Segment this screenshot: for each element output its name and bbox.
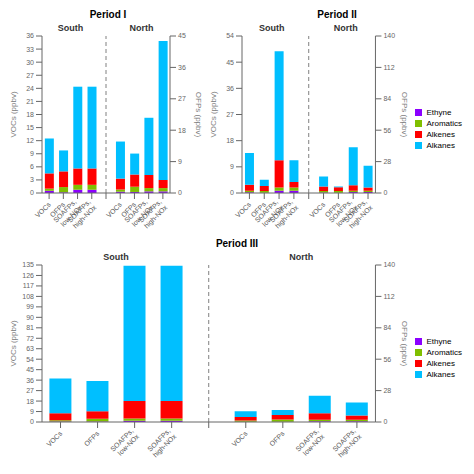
svg-text:OFPs: OFPs bbox=[268, 430, 286, 448]
svg-text:72: 72 bbox=[26, 335, 34, 342]
svg-text:84: 84 bbox=[383, 324, 391, 331]
svg-text:VOCs: VOCs bbox=[230, 430, 249, 449]
svg-text:VOCs: VOCs bbox=[308, 201, 327, 220]
svg-text:18: 18 bbox=[178, 127, 186, 134]
svg-text:SOAFPs,high-NOx: SOAFPs,high-NOx bbox=[66, 198, 99, 231]
svg-text:9: 9 bbox=[230, 163, 234, 170]
svg-text:135: 135 bbox=[22, 261, 34, 268]
svg-text:28: 28 bbox=[383, 158, 391, 165]
svg-text:12: 12 bbox=[26, 137, 34, 144]
svg-text:63: 63 bbox=[26, 345, 34, 352]
svg-text:21: 21 bbox=[26, 98, 34, 105]
svg-text:SOAFPs,high-NOx: SOAFPs,high-NOx bbox=[268, 198, 301, 231]
svg-text:South: South bbox=[259, 23, 285, 33]
svg-text:36: 36 bbox=[178, 64, 186, 71]
svg-text:27: 27 bbox=[26, 387, 34, 394]
svg-text:108: 108 bbox=[22, 293, 34, 300]
svg-text:6: 6 bbox=[30, 163, 34, 170]
svg-text:24: 24 bbox=[26, 85, 34, 92]
svg-text:112: 112 bbox=[383, 293, 394, 300]
svg-text:SOAFPs,high-NOx: SOAFPs,high-NOx bbox=[137, 198, 170, 231]
svg-text:0: 0 bbox=[230, 189, 234, 196]
svg-text:VOCs: VOCs bbox=[34, 201, 53, 220]
svg-text:9: 9 bbox=[30, 408, 34, 415]
svg-text:36: 36 bbox=[26, 32, 34, 39]
svg-text:18: 18 bbox=[26, 398, 34, 405]
svg-text:18: 18 bbox=[26, 111, 34, 118]
svg-text:North: North bbox=[130, 23, 154, 33]
svg-text:36: 36 bbox=[226, 85, 234, 92]
svg-text:VOCs (ppbv): VOCs (ppbv) bbox=[9, 320, 18, 367]
svg-text:90: 90 bbox=[26, 314, 34, 321]
svg-text:45: 45 bbox=[26, 366, 34, 373]
svg-text:VOCs: VOCs bbox=[45, 430, 64, 449]
svg-text:SOAFPs,high-NOx: SOAFPs,high-NOx bbox=[331, 427, 364, 460]
svg-text:VOCs (ppbv): VOCs (ppbv) bbox=[9, 91, 18, 138]
svg-text:VOCs: VOCs bbox=[105, 201, 124, 220]
svg-text:112: 112 bbox=[383, 64, 394, 71]
svg-text:OFPs (ppbv): OFPs (ppbv) bbox=[400, 92, 409, 138]
svg-text:27: 27 bbox=[26, 72, 34, 79]
svg-text:27: 27 bbox=[226, 111, 234, 118]
svg-text:15: 15 bbox=[26, 124, 34, 131]
svg-text:9: 9 bbox=[30, 150, 34, 157]
svg-text:140: 140 bbox=[383, 32, 395, 39]
svg-text:9: 9 bbox=[178, 158, 182, 165]
svg-text:SOAFPs,low-NOx: SOAFPs,low-NOx bbox=[109, 427, 141, 459]
svg-text:33: 33 bbox=[26, 46, 34, 53]
svg-text:South: South bbox=[58, 23, 84, 33]
svg-text:54: 54 bbox=[226, 32, 234, 39]
svg-text:SOAFPs,low-NOx: SOAFPs,low-NOx bbox=[294, 427, 326, 459]
svg-text:18: 18 bbox=[226, 137, 234, 144]
svg-text:81: 81 bbox=[26, 324, 34, 331]
svg-text:North: North bbox=[289, 252, 313, 262]
svg-text:3: 3 bbox=[30, 176, 34, 183]
svg-text:0: 0 bbox=[30, 189, 34, 196]
svg-text:36: 36 bbox=[26, 377, 34, 384]
svg-text:SOAFPs,high-NOx: SOAFPs,high-NOx bbox=[342, 198, 375, 231]
svg-text:45: 45 bbox=[226, 59, 234, 66]
svg-text:140: 140 bbox=[383, 261, 395, 268]
svg-text:OFPs (ppbv): OFPs (ppbv) bbox=[400, 321, 409, 367]
svg-text:SOAFPs,high-NOx: SOAFPs,high-NOx bbox=[146, 427, 179, 460]
svg-text:North: North bbox=[334, 23, 358, 33]
svg-text:South: South bbox=[103, 252, 129, 262]
svg-text:VOCs: VOCs bbox=[234, 201, 253, 220]
svg-text:45: 45 bbox=[178, 32, 186, 39]
svg-text:54: 54 bbox=[26, 356, 34, 363]
svg-text:0: 0 bbox=[383, 418, 387, 425]
svg-text:0: 0 bbox=[383, 189, 387, 196]
svg-text:56: 56 bbox=[383, 127, 391, 134]
svg-text:126: 126 bbox=[22, 272, 34, 279]
svg-text:117: 117 bbox=[23, 282, 34, 289]
svg-text:27: 27 bbox=[178, 95, 186, 102]
svg-text:0: 0 bbox=[178, 189, 182, 196]
svg-text:56: 56 bbox=[383, 356, 391, 363]
svg-text:OFPs: OFPs bbox=[83, 430, 101, 448]
svg-text:28: 28 bbox=[383, 387, 391, 394]
svg-text:84: 84 bbox=[383, 95, 391, 102]
svg-text:VOCs (ppbv): VOCs (ppbv) bbox=[209, 91, 218, 138]
svg-text:OFPs (ppbv): OFPs (ppbv) bbox=[194, 92, 203, 138]
svg-text:0: 0 bbox=[30, 418, 34, 425]
svg-text:30: 30 bbox=[26, 59, 34, 66]
svg-text:99: 99 bbox=[26, 303, 34, 310]
